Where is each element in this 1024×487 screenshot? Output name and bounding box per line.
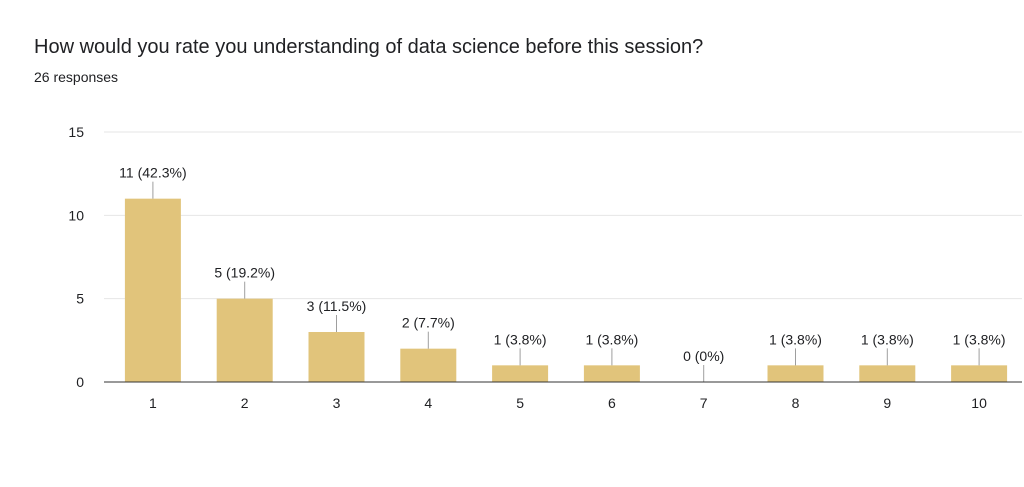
- x-tick-label: 1: [149, 395, 157, 411]
- data-label: 3 (11.5%): [307, 298, 367, 314]
- bar: [216, 298, 273, 382]
- x-tick-label: 5: [516, 395, 524, 411]
- data-label: 1 (3.8%): [953, 331, 1006, 347]
- y-tick-label: 0: [76, 374, 84, 390]
- response-count: 26 responses: [34, 69, 119, 85]
- bar: [492, 365, 549, 382]
- bar: [124, 198, 181, 382]
- y-tick-label: 15: [68, 124, 84, 140]
- x-tick-label: 9: [883, 395, 891, 411]
- bar: [859, 365, 916, 382]
- x-tick-label: 6: [608, 395, 616, 411]
- data-label: 1 (3.8%): [861, 331, 914, 347]
- data-label: 2 (7.7%): [402, 315, 455, 331]
- data-label: 1 (3.8%): [769, 331, 822, 347]
- bar: [583, 365, 640, 382]
- x-tick-label: 10: [971, 395, 987, 411]
- x-tick-label: 3: [333, 395, 341, 411]
- chart-title: How would you rate you understanding of …: [34, 36, 704, 58]
- data-label: 11 (42.3%): [119, 165, 186, 181]
- x-tick-label: 7: [700, 395, 708, 411]
- data-label: 1 (3.8%): [494, 331, 547, 347]
- y-tick-label: 5: [76, 291, 84, 307]
- bar: [308, 332, 365, 382]
- x-tick-label: 4: [424, 395, 432, 411]
- bar: [951, 365, 1008, 382]
- x-tick-label: 2: [241, 395, 249, 411]
- data-label: 5 (19.2%): [214, 265, 275, 281]
- data-label: 1 (3.8%): [585, 331, 638, 347]
- x-tick-label: 8: [792, 395, 800, 411]
- bar: [767, 365, 824, 382]
- data-label: 0 (0%): [683, 348, 724, 364]
- bar: [400, 348, 457, 382]
- y-tick-label: 10: [68, 207, 84, 223]
